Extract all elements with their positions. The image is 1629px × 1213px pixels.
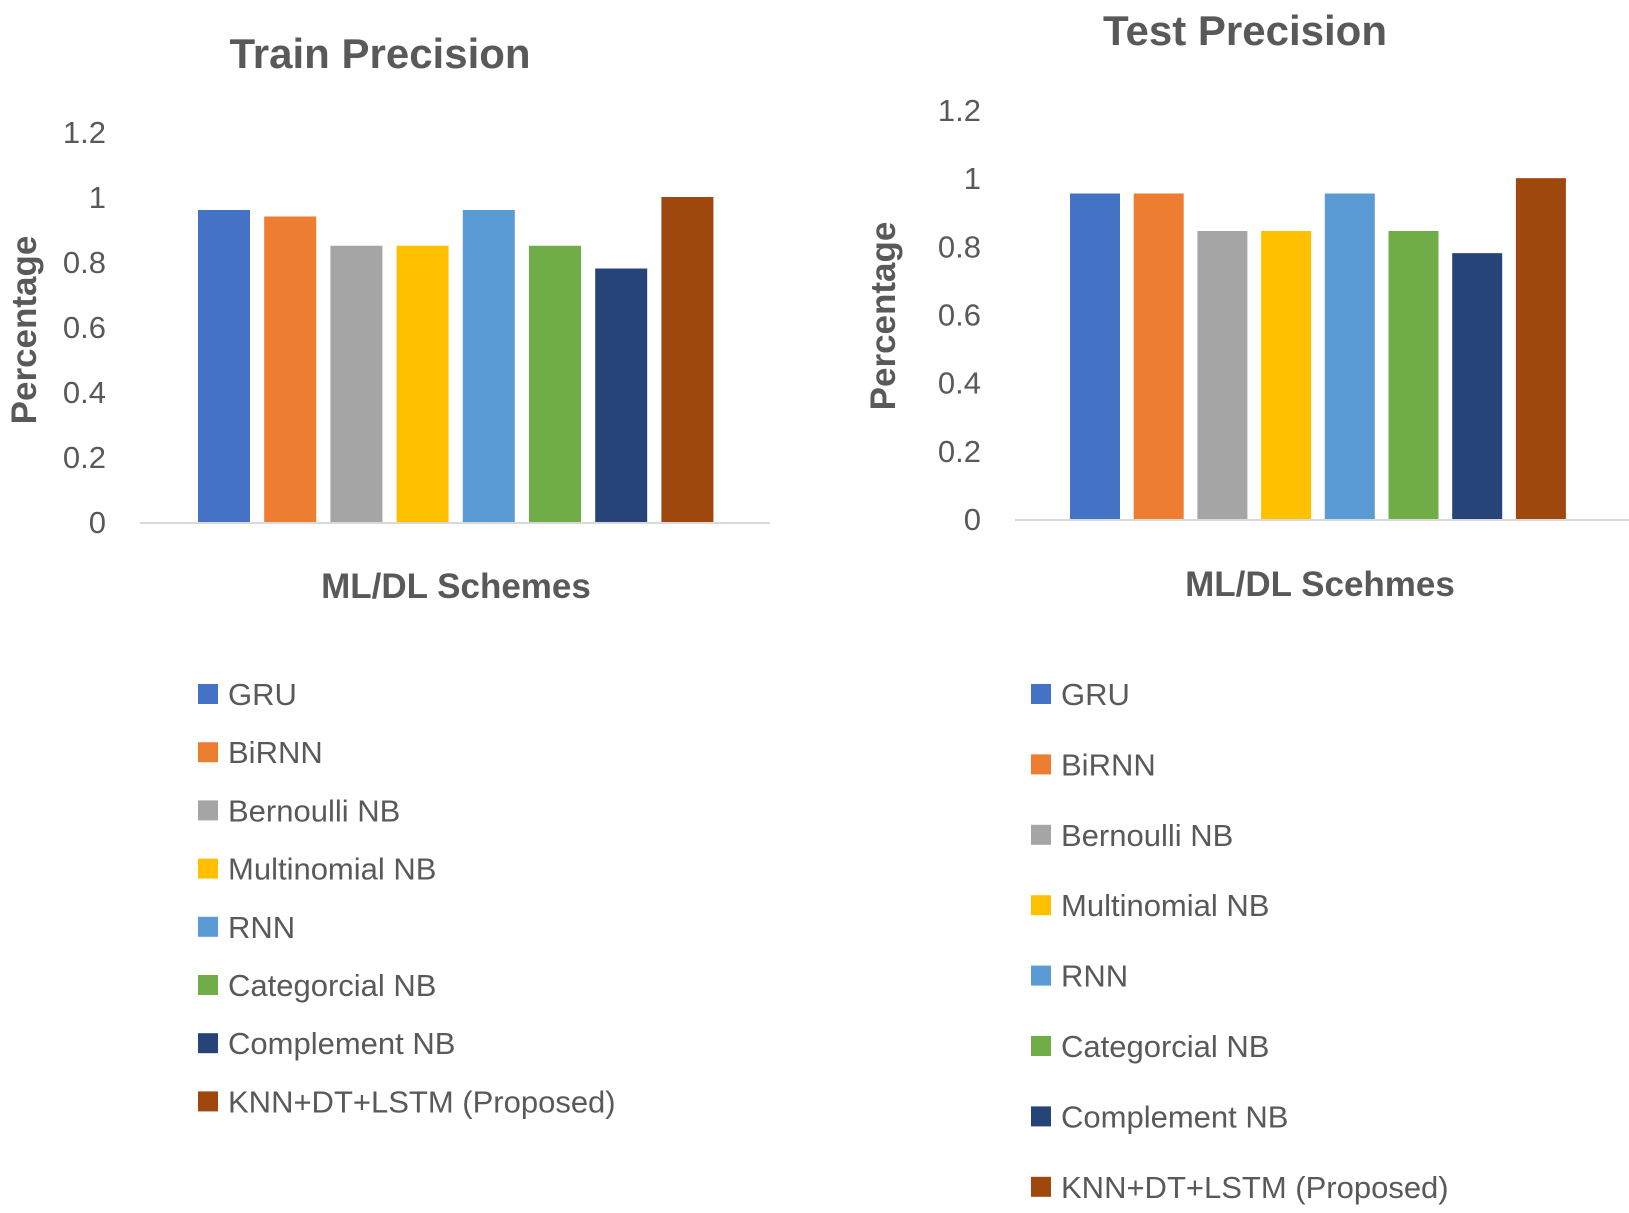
y-tick-label: 0.2 [938, 434, 981, 469]
bars [198, 197, 714, 522]
train-precision-panel: Train Precision Percentage ML/DL Schemes… [0, 0, 814, 1213]
legend-item: Bernoulli NB [198, 793, 400, 828]
legend-swatch [198, 975, 218, 995]
legend-swatch [198, 684, 218, 704]
legend-item: KNN+DT+LSTM (Proposed) [198, 1084, 616, 1119]
y-ticks: 0 0.2 0.4 0.6 0.8 1 1.2 [63, 115, 106, 540]
y-tick-label: 0 [964, 502, 981, 537]
legend-swatch [198, 742, 218, 763]
bar-birnn [1133, 193, 1184, 520]
train-precision-chart: Train Precision Percentage ML/DL Schemes… [5, 30, 770, 1119]
legend-label: Complement NB [1061, 1099, 1288, 1134]
bar-gru [198, 210, 250, 522]
legend-label: KNN+DT+LSTM (Proposed) [228, 1084, 616, 1119]
y-tick-label: 0.2 [63, 440, 106, 475]
legend-label: Multinomial NB [228, 852, 436, 887]
legend-label: Complement NB [228, 1026, 455, 1061]
legend-label: Categorcial NB [228, 968, 436, 1003]
y-tick-label: 1.2 [63, 115, 106, 150]
legend-label: Bernoulli NB [228, 793, 400, 828]
legend-item: RNN [1031, 959, 1128, 994]
legend-label: Bernoulli NB [1061, 818, 1233, 853]
chart-title: Train Precision [229, 30, 530, 77]
legend-item: GRU [198, 677, 297, 712]
legend: GRU BiRNN Bernoulli NB Multinomial NB RNN Cat… [198, 677, 616, 1119]
x-axis-label: ML/DL Schemes [321, 567, 591, 606]
bar-knn-dt-lstm-proposed [1515, 178, 1566, 519]
bar-complement-nb [1452, 253, 1503, 519]
y-tick-label: 0 [89, 505, 106, 540]
legend-label: RNN [228, 910, 295, 945]
x-axis-label: ML/DL Scehmes [1185, 565, 1455, 604]
legend-item: RNN [198, 910, 295, 945]
legend-item: Categorcial NB [198, 968, 436, 1003]
legend-swatch [1031, 1176, 1051, 1197]
bar-categorcial-nb [1388, 230, 1439, 519]
y-tick-label: 0.8 [938, 229, 981, 264]
legend-swatch [198, 1091, 218, 1112]
bar-knn-dt-lstm-proposed [661, 197, 714, 522]
legend-swatch [1031, 1106, 1051, 1127]
legend-item: Bernoulli NB [1031, 818, 1233, 853]
bar-gru [1070, 193, 1120, 520]
y-tick-label: 0.6 [938, 298, 981, 333]
legend-label: BiRNN [228, 735, 323, 770]
legend-label: BiRNN [1061, 747, 1156, 782]
legend-label: Multinomial NB [1061, 888, 1269, 923]
legend-swatch [1031, 824, 1051, 845]
legend-swatch [198, 1033, 218, 1054]
legend-label: RNN [1061, 959, 1128, 994]
y-tick-label: 0.4 [63, 375, 106, 410]
bars [1070, 178, 1566, 520]
legend-item: KNN+DT+LSTM (Proposed) [1031, 1170, 1449, 1205]
chart-title: Test Precision [1103, 7, 1387, 54]
y-axis-label: Percentage [5, 236, 44, 425]
legend-item: Multinomial NB [1031, 888, 1269, 923]
legend-swatch [198, 916, 218, 937]
legend-item: Complement NB [1031, 1099, 1288, 1134]
y-axis-label: Percentage [864, 222, 903, 411]
legend-swatch [1031, 895, 1051, 916]
bar-birnn [264, 216, 317, 522]
legend-label: GRU [1061, 677, 1130, 712]
legend: GRU BiRNN Bernoulli NB Multinomial NB RNN Cat… [1031, 677, 1449, 1205]
legend-item: BiRNN [198, 735, 323, 770]
bar-rnn [462, 210, 515, 522]
legend-swatch [198, 800, 218, 821]
legend-item: Categorcial NB [1031, 1029, 1269, 1064]
bar-bernoulli-nb [330, 245, 383, 522]
y-tick-label: 0.4 [938, 366, 981, 401]
legend-item: GRU [1031, 677, 1130, 712]
legend-label: Categorcial NB [1061, 1029, 1269, 1064]
legend-item: Complement NB [198, 1026, 455, 1061]
legend-swatch [1031, 965, 1051, 986]
bar-multinomial-nb [396, 245, 449, 522]
y-tick-label: 1 [89, 180, 106, 215]
bar-multinomial-nb [1261, 230, 1312, 519]
bar-bernoulli-nb [1197, 230, 1248, 519]
legend-item: BiRNN [1031, 747, 1156, 782]
legend-swatch [1031, 1036, 1051, 1056]
legend-swatch [198, 858, 218, 879]
legend-swatch [1031, 754, 1051, 775]
y-tick-label: 0.8 [63, 245, 106, 280]
y-tick-label: 1.2 [938, 93, 981, 128]
y-tick-label: 0.6 [63, 310, 106, 345]
bar-categorcial-nb [529, 245, 581, 522]
test-precision-panel: Test Precision Percentage ML/DL Scehmes … [815, 0, 1629, 1213]
bar-rnn [1324, 193, 1375, 520]
bar-complement-nb [595, 268, 648, 522]
y-tick-label: 1 [964, 161, 981, 196]
legend-item: Multinomial NB [198, 852, 436, 887]
y-ticks: 0 0.2 0.4 0.6 0.8 1 1.2 [938, 93, 981, 537]
legend-swatch [1031, 684, 1051, 704]
legend-label: GRU [228, 677, 297, 712]
test-precision-chart: Test Precision Percentage ML/DL Scehmes … [864, 7, 1629, 1205]
legend-label: KNN+DT+LSTM (Proposed) [1061, 1170, 1449, 1205]
